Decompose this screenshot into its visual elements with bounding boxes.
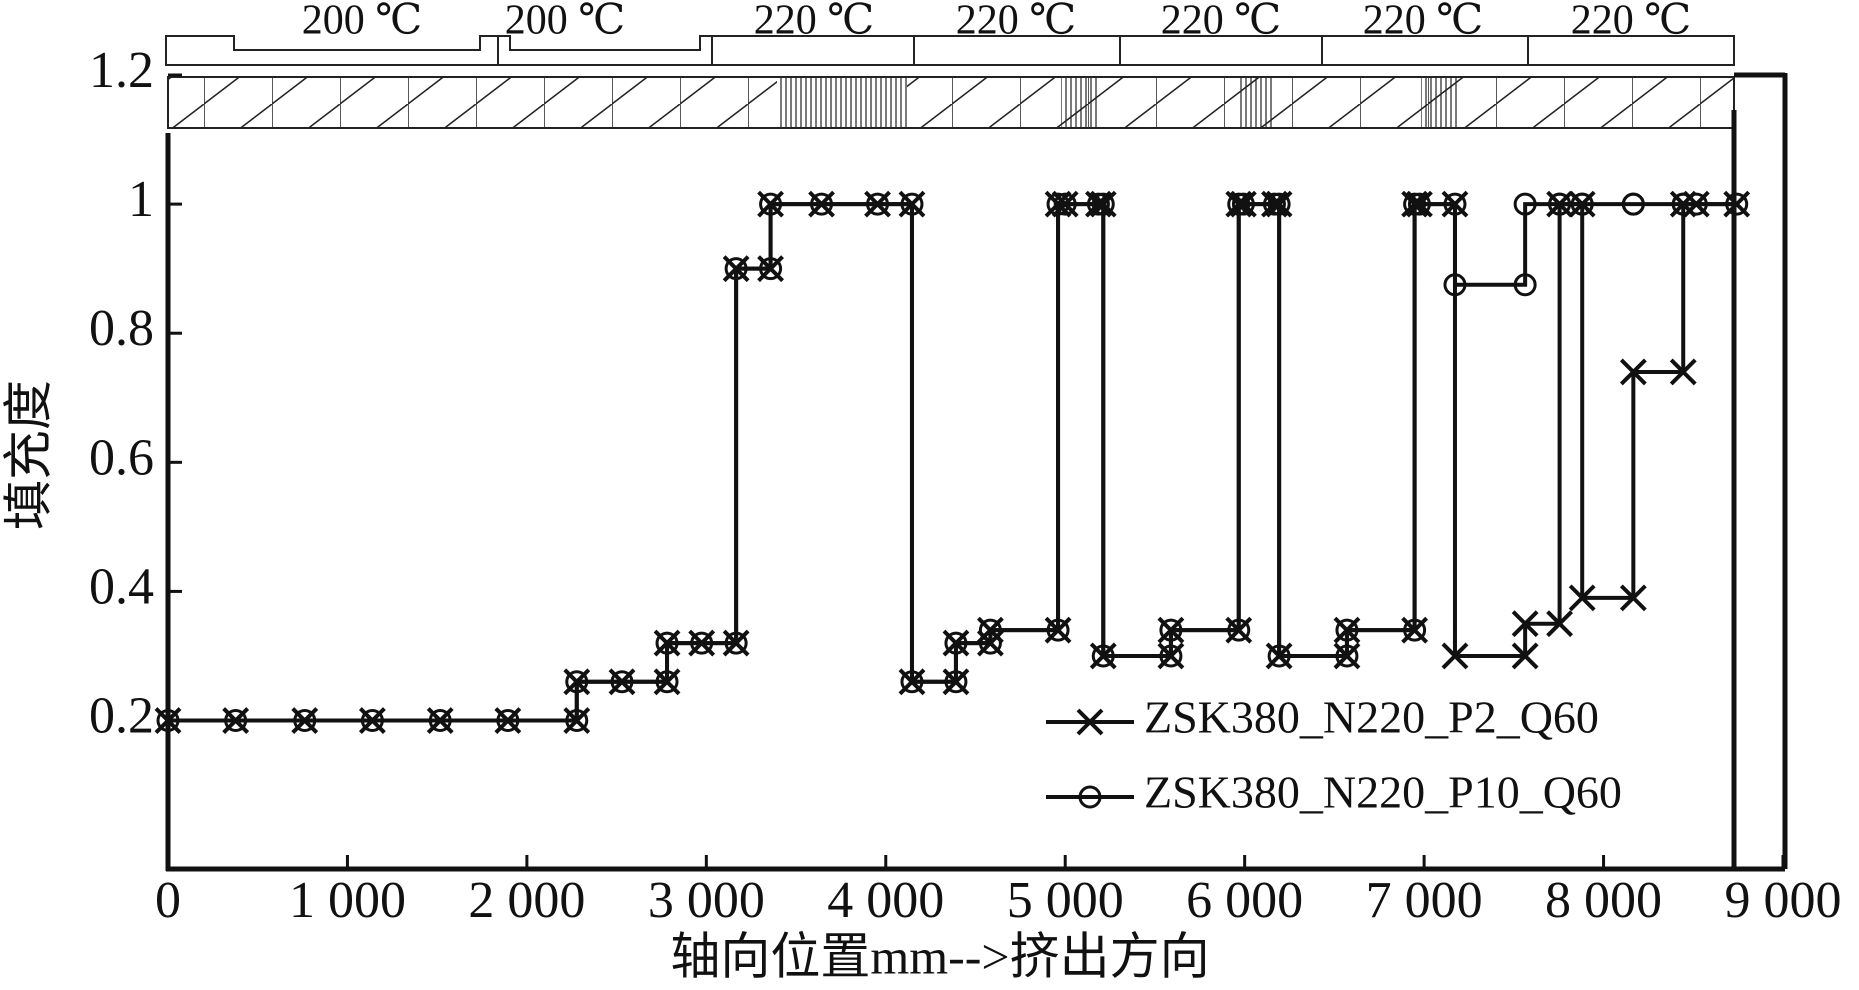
data-point	[1511, 610, 1539, 638]
zone-temperature: 220 ℃	[956, 0, 1076, 44]
series-line	[168, 202, 1737, 723]
data-point	[156, 709, 180, 733]
data-point	[1548, 192, 1572, 216]
data-point	[360, 709, 384, 733]
data-point	[1570, 192, 1594, 216]
data-point	[1621, 192, 1645, 216]
series-line	[168, 202, 1737, 723]
x-tick-label: 9 000	[1725, 872, 1842, 929]
data-point	[690, 631, 714, 655]
data-point	[428, 709, 452, 733]
legend-label: ZSK380_N220_P2_Q60	[1144, 692, 1599, 743]
legend-marker	[1076, 708, 1104, 736]
data-point	[1046, 618, 1070, 642]
data-point	[1546, 610, 1574, 638]
y-axis-title: 填充度	[0, 380, 56, 530]
zone-temperature: 200 ℃	[505, 0, 625, 44]
x-tick-label: 7 000	[1366, 872, 1483, 929]
data-point	[900, 192, 924, 216]
data-point	[978, 618, 1002, 642]
data-point	[1335, 644, 1359, 668]
data-point	[1091, 192, 1115, 216]
data-point	[759, 257, 783, 281]
data-point	[866, 192, 890, 216]
data-point	[944, 631, 968, 655]
screw-bar	[167, 76, 1735, 129]
data-point	[496, 709, 520, 733]
y-tick-label: 0.8	[89, 300, 154, 357]
data-point	[610, 670, 634, 694]
legend-label: ZSK380_N220_P10_Q60	[1144, 767, 1622, 818]
data-point	[1669, 358, 1697, 386]
data-point	[1227, 618, 1251, 642]
data-point	[1231, 192, 1255, 216]
x-tick-label: 1 000	[289, 872, 406, 929]
data-point	[224, 709, 248, 733]
data-point	[978, 631, 1002, 655]
data-point	[655, 670, 679, 694]
x-axis-title: 轴向位置mm-->挤出方向	[670, 928, 1209, 984]
kneading-block	[1421, 78, 1457, 127]
data-point	[293, 709, 317, 733]
x-tick-label: 8 000	[1545, 872, 1662, 929]
y-tick-label: 0.4	[89, 558, 154, 615]
data-point	[1511, 642, 1539, 670]
x-tick-label: 5 000	[1007, 872, 1124, 929]
kneading-block	[777, 78, 907, 127]
data-point	[1159, 644, 1183, 668]
x-tick-label: 6 000	[1186, 872, 1303, 929]
data-point	[1619, 584, 1647, 612]
zone-temperature: 200 ℃	[302, 0, 422, 44]
data-point	[1407, 192, 1431, 216]
data-point	[1619, 358, 1647, 386]
kneading-block	[1061, 78, 1097, 127]
screw-diagram	[165, 35, 1788, 869]
x-tick-label: 0	[155, 872, 181, 929]
data-point	[1046, 192, 1070, 216]
legend-marker	[1078, 785, 1102, 809]
data-point	[1725, 192, 1749, 216]
data-point	[1443, 192, 1467, 216]
data-point	[565, 670, 589, 694]
data-point	[944, 670, 968, 694]
y-tick-label: 0.2	[89, 687, 154, 744]
data-point	[759, 192, 783, 216]
data-point	[724, 257, 748, 281]
data-point	[1684, 192, 1708, 216]
data-point	[1513, 192, 1537, 216]
data-point	[1091, 644, 1115, 668]
x-tick-label: 4 000	[827, 872, 944, 929]
data-point	[724, 631, 748, 655]
y-tick-label: 0.6	[89, 429, 154, 486]
data-point	[900, 670, 924, 694]
zone-temperature: 220 ℃	[1161, 0, 1281, 44]
data-point	[1159, 618, 1183, 642]
data-point	[565, 709, 589, 733]
data-point	[655, 631, 679, 655]
y-tick-label: 1	[128, 171, 154, 228]
temperature-zones	[165, 35, 1735, 66]
data-point	[1443, 273, 1467, 297]
y-tick-label: 1.2	[89, 42, 154, 99]
zone-temperature: 220 ℃	[1363, 0, 1483, 44]
data-point	[1267, 192, 1291, 216]
data-point	[810, 192, 834, 216]
data-point	[1403, 618, 1427, 642]
zone-temperature: 220 ℃	[1571, 0, 1691, 44]
zone-temperature: 220 ℃	[754, 0, 874, 44]
data-point	[1441, 642, 1469, 670]
data-point	[1568, 584, 1596, 612]
data-point	[1671, 192, 1695, 216]
data-point	[1513, 273, 1537, 297]
kneading-block	[1239, 78, 1275, 127]
data-point	[1053, 192, 1077, 216]
data-point	[1335, 618, 1359, 642]
data-point	[1267, 644, 1291, 668]
x-tick-label: 3 000	[648, 872, 765, 929]
x-tick-label: 2 000	[468, 872, 585, 929]
